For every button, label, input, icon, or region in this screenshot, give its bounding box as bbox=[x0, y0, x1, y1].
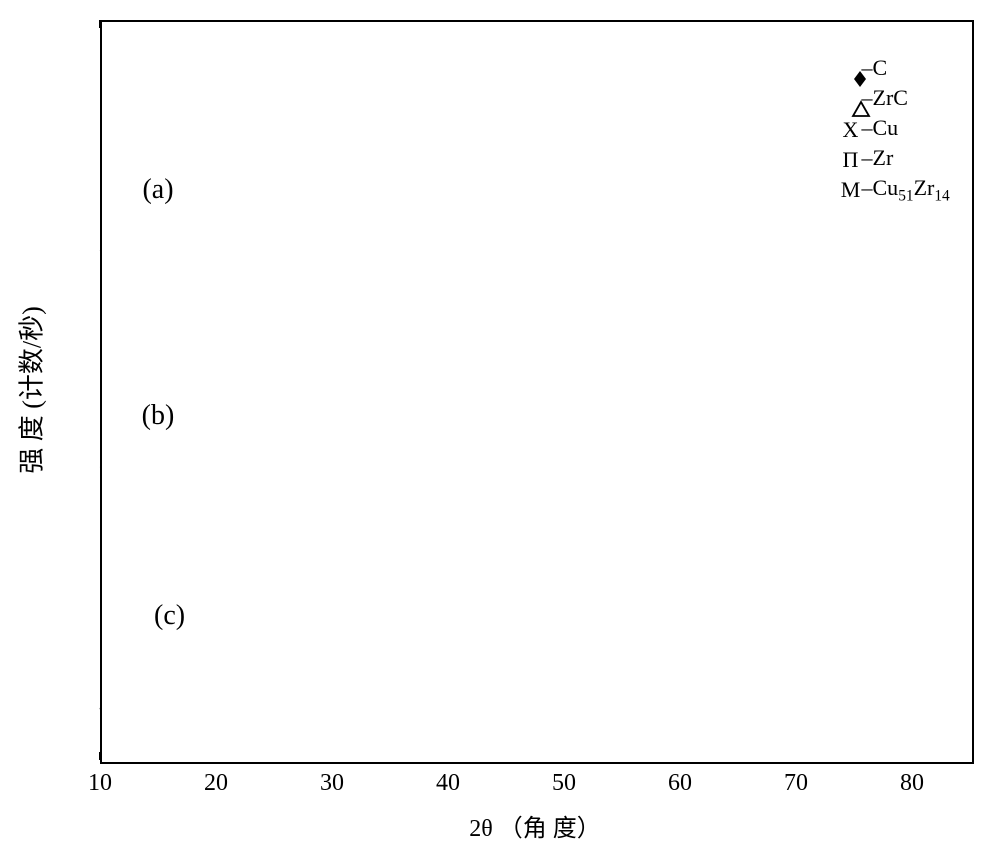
x-tick-label: 50 bbox=[552, 770, 576, 797]
legend-entry: –ZrC bbox=[840, 85, 908, 111]
curve-label-b: (b) bbox=[142, 400, 175, 432]
x-tick-label: 30 bbox=[320, 770, 344, 797]
legend-symbol: X bbox=[840, 117, 862, 143]
legend-text: –Zr bbox=[862, 145, 894, 170]
x-tick-label: 60 bbox=[668, 770, 692, 797]
curve-label-a: (a) bbox=[142, 174, 173, 206]
x-tick-label: 40 bbox=[436, 770, 460, 797]
legend-entry: X–Cu bbox=[840, 115, 899, 143]
x-tick-label: 10 bbox=[88, 770, 112, 797]
y-axis-label: 强 度 (计数/秒) bbox=[12, 306, 49, 474]
legend-entry: Π–Zr bbox=[840, 145, 894, 173]
legend-text: –Cu bbox=[862, 115, 899, 140]
x-tick-label: 80 bbox=[900, 770, 924, 797]
legend-entry: M–Cu51Zr14 bbox=[840, 175, 950, 205]
legend-text: –Cu bbox=[862, 175, 899, 200]
x-axis-label: 2θ （角 度） bbox=[469, 808, 601, 843]
x-tick-label: 70 bbox=[784, 770, 808, 797]
legend-symbol: Π bbox=[840, 147, 862, 173]
legend-symbol: M bbox=[840, 177, 862, 203]
x-tick-label: 20 bbox=[204, 770, 228, 797]
legend-entry: –C bbox=[840, 55, 888, 81]
xrd-figure: MXXΠMX 强 度 (计数/秒) 2θ （角 度） 1020304050607… bbox=[0, 0, 1000, 849]
curve-label-c: (c) bbox=[154, 600, 185, 632]
